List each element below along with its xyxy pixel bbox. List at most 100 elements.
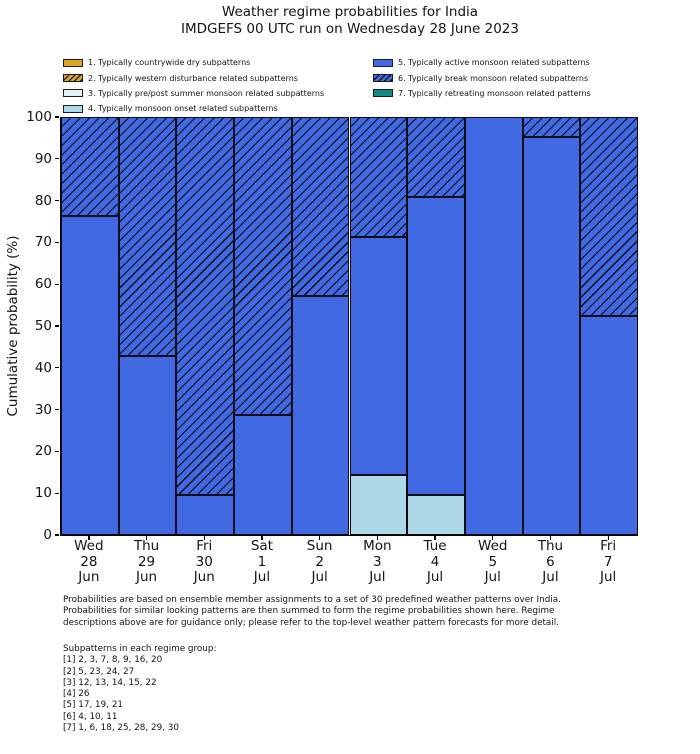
x-tick-label-line: Wed <box>74 538 104 554</box>
bar-segment <box>580 315 638 535</box>
bar-segment <box>61 216 119 535</box>
y-tick-label: 70 <box>34 234 52 251</box>
subpatterns-list: Subpatterns in each regime group: [1] 2,… <box>63 644 216 734</box>
footer-line: Probabilities are based on ensemble memb… <box>63 595 561 605</box>
legend-swatch-icon <box>63 74 83 83</box>
y-tick-label: 30 <box>34 401 52 418</box>
x-tick-mark <box>261 536 263 540</box>
x-tick-label-line: Jul <box>599 569 617 585</box>
x-tick-label-line: 5 <box>488 553 498 570</box>
x-tick-label-line: 2 <box>315 553 324 570</box>
bar-sun-2-jul <box>291 117 350 535</box>
subpattern-line: [3] 12, 13, 14, 15, 22 <box>63 677 157 688</box>
bar-thu-29-jun <box>118 117 177 535</box>
x-tick-label-line: Mon <box>363 538 392 554</box>
bar-segment <box>349 475 408 535</box>
y-tick-mark <box>55 367 59 369</box>
y-tick-label: 0 <box>43 527 52 543</box>
bar-segment <box>176 495 235 535</box>
x-tick-label: Wed 5 Jul <box>464 538 522 586</box>
x-tick-label-line: 28 <box>80 553 98 570</box>
x-tick-label-line: 6 <box>546 553 555 570</box>
legend-swatch-icon <box>373 74 393 83</box>
legend-label: 4. Typically monsoon onset related subpa… <box>88 104 278 114</box>
x-tick-label-line: Thu <box>133 538 160 554</box>
bar-segment <box>291 296 350 535</box>
x-tick-label-line: Jul <box>369 569 386 585</box>
bar-thu-6-jul <box>522 117 581 535</box>
bar-fri-30-jun <box>176 117 235 535</box>
x-tick-label: Thu 6 Jul <box>522 538 580 586</box>
bar-mon-3-jul <box>349 117 408 535</box>
x-tick-label: Sat 1 Jul <box>233 538 291 586</box>
legend-item: 2. Typically western disturbance related… <box>63 70 324 85</box>
y-tick-mark <box>55 116 59 118</box>
x-tick-label-line: Jun <box>135 569 158 585</box>
legend-item: 3. Typically pre/post summer monsoon rel… <box>63 86 324 101</box>
legend-item: 7. Typically retreating monsoon related … <box>373 86 591 101</box>
y-tick-label: 10 <box>34 485 52 502</box>
y-tick-label: 80 <box>34 192 52 209</box>
subpattern-line: [6] 4, 10, 11 <box>63 711 118 722</box>
y-tick-mark <box>55 158 59 160</box>
legend-item: 4. Typically monsoon onset related subpa… <box>63 101 324 116</box>
legend-item: 1. Typically countrywide dry subpatterns <box>63 55 324 70</box>
y-tick-mark <box>55 450 59 453</box>
bar-segment <box>61 117 119 217</box>
page-subtitle: IMDGEFS 00 UTC run on Wednesday 28 June … <box>181 21 519 37</box>
subpattern-line: [1] 2, 3, 7, 8, 9, 16, 20 <box>63 655 163 666</box>
x-tick-label: Thu 29 Jun <box>118 538 176 586</box>
plot-area <box>60 117 638 536</box>
bar-fri-7-jul <box>580 117 638 535</box>
subpattern-line: [5] 17, 19, 21 <box>63 700 124 711</box>
x-tick-mark <box>434 536 436 540</box>
page-title: Weather regime probabilities for India <box>221 4 479 20</box>
legend-swatch-icon <box>373 89 393 98</box>
x-tick-mark <box>88 536 90 540</box>
bar-segment <box>234 415 292 535</box>
x-tick-label-line: Tue <box>423 538 447 554</box>
legend-swatch-icon <box>63 58 83 67</box>
bar-segment <box>291 117 350 297</box>
x-tick-label-line: Jul <box>253 569 271 585</box>
bar-segment <box>118 355 177 535</box>
y-tick-label: 90 <box>34 150 52 167</box>
bar-segment <box>464 117 523 535</box>
legend-swatch-icon <box>63 104 83 113</box>
y-tick-label: 40 <box>34 359 52 376</box>
y-tick-label: 60 <box>34 276 52 293</box>
x-tick-label-line: 30 <box>195 553 213 570</box>
subpattern-line: [7] 1, 6, 18, 25, 28, 29, 30 <box>63 723 179 734</box>
bar-segment <box>234 117 292 416</box>
x-tick-label-line: Fri <box>600 538 617 554</box>
bar-segment <box>349 236 408 476</box>
x-tick-label: Fri 30 Jun <box>175 538 233 586</box>
x-tick-label-line: Jul <box>311 569 328 585</box>
x-tick-label-line: Sat <box>250 538 273 554</box>
x-tick-label-line: 29 <box>137 553 156 570</box>
bar-segment <box>407 196 465 496</box>
x-tick-label: Wed 28 Jun <box>60 538 118 586</box>
y-tick-mark <box>55 409 59 411</box>
subpattern-line: [4] 26 <box>63 689 90 700</box>
bar-segment <box>349 117 408 237</box>
x-tick-label-line: 7 <box>603 553 613 570</box>
bar-segment <box>407 117 465 197</box>
bar-wed-28-jun <box>61 117 119 535</box>
legend-swatch-icon <box>373 58 393 67</box>
x-tick-mark <box>549 536 552 540</box>
x-tick-mark <box>145 536 148 540</box>
x-tick-label-line: Jul <box>542 569 559 585</box>
bar-segment <box>407 495 465 535</box>
y-tick-label: 20 <box>34 443 52 460</box>
legend-column-right: 5. Typically active monsoon related subp… <box>373 55 591 101</box>
x-tick-mark <box>492 536 494 540</box>
y-tick-mark <box>55 325 59 327</box>
legend-label: 5. Typically active monsoon related subp… <box>398 58 590 68</box>
x-tick-mark <box>607 536 609 540</box>
x-tick-label: Tue 4 Jul <box>406 538 464 586</box>
x-tick-mark <box>203 536 205 540</box>
bar-segment <box>522 117 581 138</box>
y-tick-mark <box>55 534 59 536</box>
